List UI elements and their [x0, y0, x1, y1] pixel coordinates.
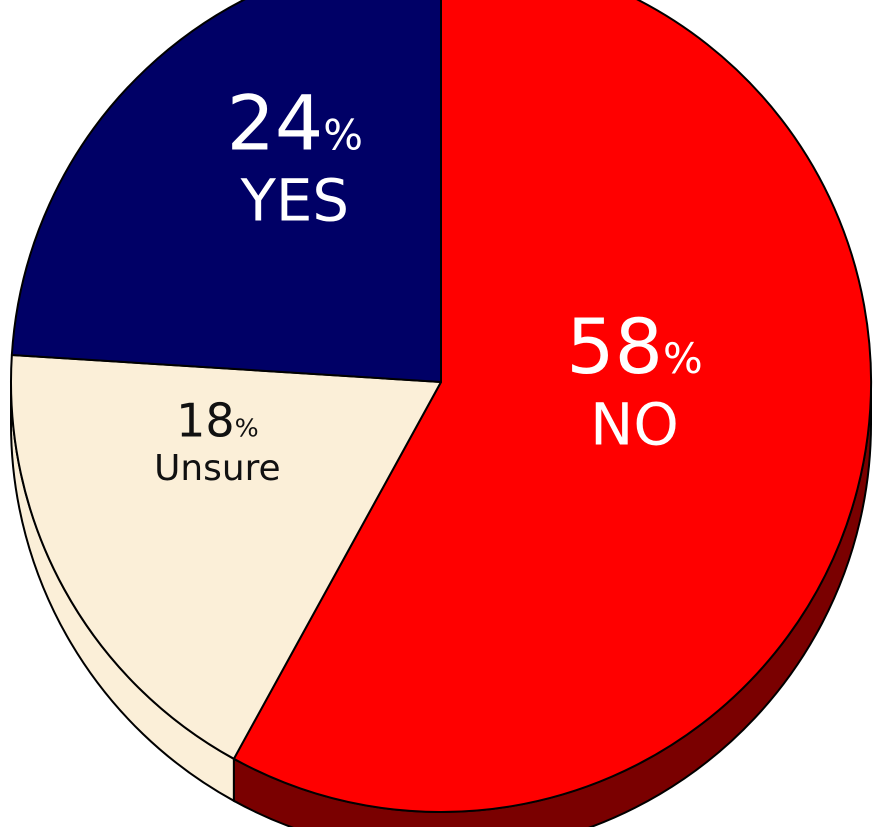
pie-top-layer — [10, 0, 872, 813]
slice-value-label-no: 58% — [566, 302, 702, 391]
slice-percent-sign: % — [323, 110, 363, 159]
slice-value-label-yes: 24% — [227, 78, 363, 167]
slice-value-number: 58 — [566, 302, 663, 391]
slice-category-label-unsure: Unsure — [154, 448, 280, 489]
slice-yes — [10, 0, 442, 383]
slice-value-number: 24 — [227, 78, 324, 167]
slice-value-label-unsure: 18% — [176, 394, 259, 448]
slice-unsure — [10, 354, 442, 760]
slice-no — [232, 0, 872, 813]
slice-category-label-yes: YES — [240, 167, 349, 235]
slice-percent-sign: % — [235, 414, 259, 443]
slice-category-label-no: NO — [590, 390, 679, 458]
slice-percent-sign: % — [663, 334, 703, 383]
slice-value-number: 18 — [176, 394, 235, 448]
